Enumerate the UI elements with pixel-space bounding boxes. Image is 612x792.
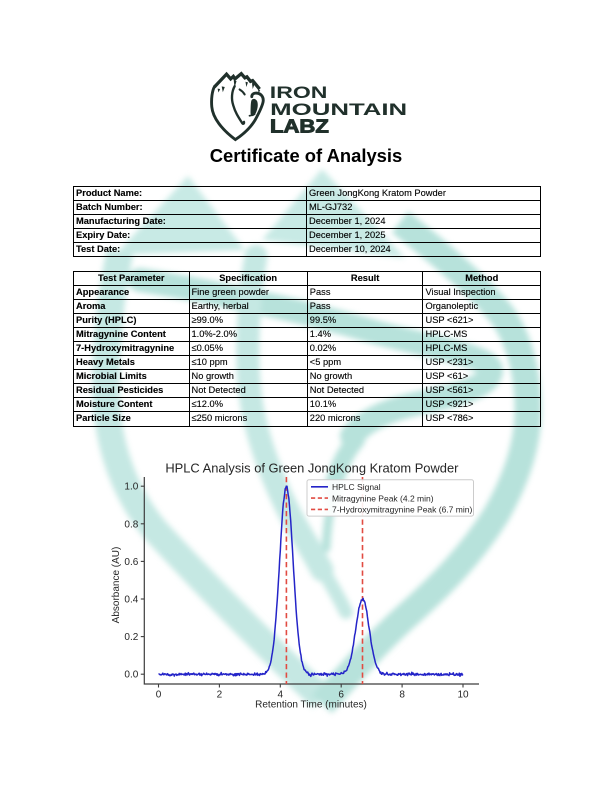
svg-text:1.0: 1.0 [124,482,138,493]
svg-text:0.4: 0.4 [124,595,138,606]
svg-text:0.8: 0.8 [124,519,138,530]
svg-text:0.6: 0.6 [124,557,138,568]
svg-text:2: 2 [217,690,223,701]
svg-text:0.2: 0.2 [124,632,138,643]
svg-text:LABZ: LABZ [270,116,329,136]
svg-text:HPLC Signal: HPLC Signal [332,482,381,492]
svg-text:8: 8 [399,690,405,701]
svg-text:0.0: 0.0 [124,670,138,681]
svg-text:HPLC Analysis of Green JongKon: HPLC Analysis of Green JongKong Kratom P… [165,461,459,476]
svg-text:7-Hydroxymitragynine Peak (6.7: 7-Hydroxymitragynine Peak (6.7 min) [332,505,472,515]
svg-text:MOUNTAIN: MOUNTAIN [270,100,407,119]
svg-text:4: 4 [278,690,284,701]
svg-text:10: 10 [457,690,469,701]
svg-text:Retention Time (minutes): Retention Time (minutes) [255,700,367,711]
svg-text:6: 6 [338,690,344,701]
svg-text:Absorbance (AU): Absorbance (AU) [111,547,122,624]
svg-text:Mitragynine Peak (4.2 min): Mitragynine Peak (4.2 min) [332,493,434,503]
svg-text:0: 0 [156,690,162,701]
svg-text:IRON: IRON [270,83,328,102]
